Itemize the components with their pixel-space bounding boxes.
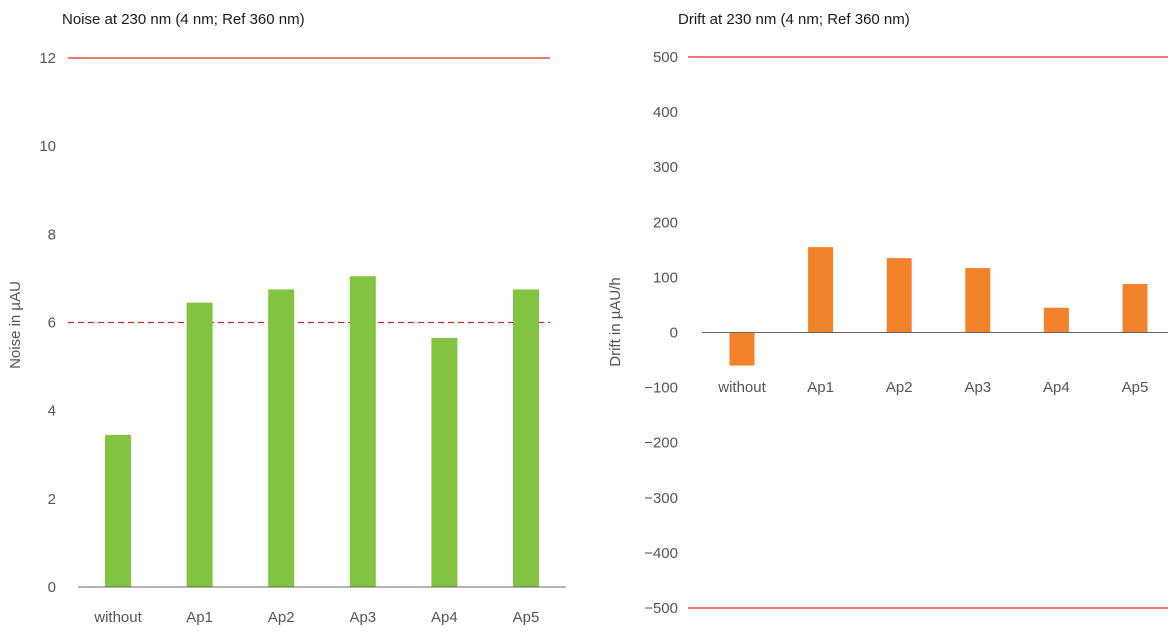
noise-chart-y-tick-label: 8	[48, 226, 56, 243]
noise-chart-bars	[105, 276, 539, 587]
noise-chart-x-tick-label: Ap1	[186, 609, 213, 626]
noise-chart-bar-ap4	[431, 337, 458, 587]
noise-chart-x-tick-label: Ap4	[431, 609, 458, 626]
drift-chart-x-tick-label: Ap3	[964, 379, 991, 396]
noise-chart-title: Noise at 230 nm (4 nm; Ref 360 nm)	[62, 11, 305, 28]
noise-chart-y-tick-labels: 0 2 4 6 8 10 12	[39, 50, 56, 596]
drift-chart-y-tick-label: 300	[653, 159, 678, 176]
drift-chart-y-tick-label: 500	[653, 49, 678, 66]
noise-chart-bar-without	[105, 434, 131, 587]
drift-chart-bar-ap5	[1122, 284, 1148, 333]
noise-chart-bar-ap5	[513, 289, 539, 587]
noise-chart-y-tick-label: 10	[39, 138, 56, 155]
drift-chart-y-tick-label: 100	[653, 269, 678, 286]
drift-chart-x-tick-label: Ap1	[807, 379, 834, 396]
drift-chart-bar-ap2	[886, 258, 912, 333]
noise-chart-x-tick-label: without	[93, 609, 142, 626]
noise-chart-reference-lines	[68, 57, 550, 324]
noise-chart-bar-ap1	[186, 302, 213, 587]
drift-chart-y-tick-label: 400	[653, 104, 678, 121]
drift-chart-y-tick-label: 200	[653, 214, 678, 231]
drift-chart-y-axis-label: Drift in µAU/h	[607, 277, 624, 367]
drift-chart: Drift at 230 nm (4 nm; Ref 360 nm) Drift…	[607, 11, 1168, 617]
noise-chart: Noise at 230 nm (4 nm; Ref 360 nm) Noise…	[7, 11, 566, 626]
drift-chart-y-tick-label: −200	[644, 435, 678, 452]
noise-chart-y-axis-label: Noise in µAU	[7, 281, 24, 369]
drift-chart-y-tick-label: −100	[644, 380, 678, 397]
drift-chart-y-tick-label: −300	[644, 490, 678, 507]
noise-chart-x-tick-labels: without Ap1 Ap2 Ap3 Ap4 Ap5	[93, 609, 539, 626]
noise-chart-x-tick-label: Ap3	[349, 609, 376, 626]
noise-chart-y-tick-label: 2	[48, 491, 56, 508]
noise-chart-x-tick-label: Ap5	[513, 609, 540, 626]
noise-chart-y-tick-label: 6	[48, 315, 56, 332]
drift-chart-reference-lines	[688, 56, 1168, 609]
drift-chart-y-tick-label: −400	[644, 545, 678, 562]
noise-chart-bar-ap2	[268, 289, 295, 587]
drift-chart-bar-ap3	[965, 268, 991, 333]
drift-chart-x-tick-label: Ap2	[886, 379, 913, 396]
drift-chart-y-tick-label: 0	[670, 325, 678, 342]
drift-chart-x-tick-label: Ap4	[1043, 379, 1070, 396]
noise-chart-bar-ap3	[349, 276, 376, 587]
noise-chart-y-tick-label: 4	[48, 403, 56, 420]
drift-chart-bar-ap1	[808, 247, 834, 333]
drift-chart-bars	[729, 247, 1148, 366]
drift-chart-y-tick-labels: −500 −400 −300 −200 −100 0 100 200 300 400 500	[644, 49, 678, 617]
drift-chart-bar-ap4	[1043, 307, 1069, 333]
drift-chart-x-tick-label: Ap5	[1122, 379, 1149, 396]
drift-chart-x-tick-labels: without Ap1 Ap2 Ap3 Ap4 Ap5	[717, 379, 1148, 396]
noise-chart-y-tick-label: 12	[39, 50, 56, 67]
drift-chart-title: Drift at 230 nm (4 nm; Ref 360 nm)	[678, 11, 910, 28]
noise-chart-y-tick-label: 0	[48, 579, 56, 596]
drift-chart-bar-without	[729, 332, 755, 366]
noise-chart-x-tick-label: Ap2	[268, 609, 295, 626]
drift-chart-y-tick-label: −500	[644, 600, 678, 617]
drift-chart-x-tick-label: without	[717, 379, 766, 396]
